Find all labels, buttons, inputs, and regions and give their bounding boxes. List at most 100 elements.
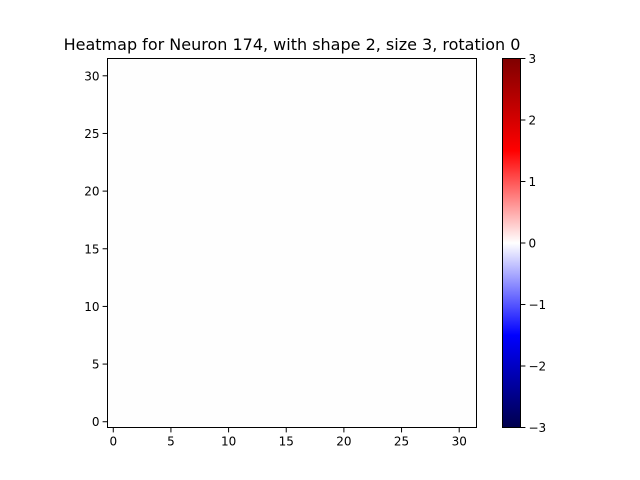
heatmap-cell xyxy=(430,81,443,94)
heatmap-cell xyxy=(384,127,397,140)
heatmap-cell xyxy=(165,335,177,348)
heatmap-cell xyxy=(119,162,131,175)
heatmap-cell xyxy=(361,185,374,198)
colorbar-tick-label: −3 xyxy=(529,421,547,435)
heatmap-cell xyxy=(257,381,270,394)
heatmap-cell xyxy=(453,127,466,140)
x-tick-label: 15 xyxy=(279,435,294,449)
heatmap-cell xyxy=(280,58,293,71)
heatmap-cell xyxy=(292,415,304,428)
heatmap-cell xyxy=(107,254,120,267)
heatmap-cell xyxy=(315,300,327,313)
heatmap-cell xyxy=(234,243,247,255)
heatmap-cell xyxy=(268,70,281,82)
heatmap-cell xyxy=(326,415,339,428)
heatmap-cell xyxy=(199,196,212,209)
heatmap-cell xyxy=(165,116,177,128)
heatmap-cell xyxy=(407,404,420,417)
heatmap-cell xyxy=(384,173,397,186)
heatmap-cell xyxy=(199,300,212,313)
heatmap-cell xyxy=(199,335,212,348)
heatmap-cell xyxy=(234,116,247,128)
heatmap-cell xyxy=(418,289,431,301)
heatmap-cell xyxy=(142,104,154,117)
heatmap-cell xyxy=(441,254,454,267)
heatmap-cell xyxy=(234,335,247,348)
heatmap-cell xyxy=(153,208,166,221)
heatmap-cell xyxy=(338,300,350,313)
heatmap-cell xyxy=(165,196,177,209)
heatmap-cell xyxy=(349,346,362,359)
heatmap-cell xyxy=(292,323,304,336)
heatmap-cell xyxy=(257,277,270,290)
heatmap-cell xyxy=(315,277,327,290)
heatmap-cell xyxy=(130,231,143,244)
heatmap-cell xyxy=(222,300,235,313)
heatmap-cell xyxy=(303,139,316,152)
heatmap-cell xyxy=(372,404,385,417)
heatmap-cell xyxy=(407,231,420,244)
heatmap-cell xyxy=(176,358,189,371)
heatmap-cell xyxy=(292,231,304,244)
heatmap-cell xyxy=(395,185,408,198)
heatmap-cell xyxy=(292,300,304,313)
heatmap-cell xyxy=(107,58,120,71)
heatmap-cell xyxy=(107,312,120,325)
heatmap-cell xyxy=(165,323,177,336)
heatmap-cell xyxy=(372,139,385,152)
heatmap-cell xyxy=(292,185,304,198)
heatmap-cell xyxy=(361,404,374,417)
heatmap-cell xyxy=(430,300,443,313)
heatmap-cell xyxy=(407,277,420,290)
heatmap-cell xyxy=(107,104,120,117)
heatmap-cell xyxy=(372,243,385,255)
heatmap-cell xyxy=(153,93,166,105)
heatmap-cell xyxy=(257,369,270,382)
x-tick-label: 30 xyxy=(452,435,467,449)
heatmap-cell xyxy=(199,369,212,382)
heatmap-cell xyxy=(407,150,420,163)
heatmap-cell xyxy=(153,104,166,117)
heatmap-cell xyxy=(292,81,304,94)
heatmap-cell xyxy=(257,185,270,198)
heatmap-cell xyxy=(199,358,212,371)
heatmap-cell xyxy=(418,335,431,348)
heatmap-cell xyxy=(349,404,362,417)
heatmap-cell xyxy=(338,81,350,94)
heatmap-cell xyxy=(441,185,454,198)
heatmap-cell xyxy=(407,219,420,232)
heatmap-cell xyxy=(176,139,189,152)
heatmap-cell xyxy=(372,150,385,163)
heatmap-cell xyxy=(384,185,397,198)
heatmap-cell xyxy=(257,358,270,371)
heatmap-cell xyxy=(280,254,293,267)
heatmap-cell xyxy=(395,116,408,128)
heatmap-cell xyxy=(372,208,385,221)
heatmap-cell xyxy=(142,70,154,82)
heatmap-cell xyxy=(441,266,454,278)
heatmap-cell xyxy=(303,300,316,313)
heatmap-cell xyxy=(303,127,316,140)
heatmap-cell xyxy=(211,277,224,290)
heatmap-cell xyxy=(292,127,304,140)
heatmap-cell xyxy=(119,266,131,278)
heatmap-cell xyxy=(326,346,339,359)
heatmap-cell xyxy=(280,289,293,301)
heatmap-cell xyxy=(395,392,408,405)
heatmap-cell xyxy=(418,162,431,175)
x-tick-label: 5 xyxy=(167,435,175,449)
heatmap-cell xyxy=(315,415,327,428)
heatmap-cell xyxy=(315,335,327,348)
y-axis: 0 5 10 15 20 25 30 xyxy=(84,69,108,429)
heatmap-cell xyxy=(326,266,339,278)
heatmap-cell xyxy=(303,312,316,325)
heatmap-cell xyxy=(326,116,339,128)
heatmap-cell xyxy=(107,335,120,348)
heatmap-cell xyxy=(395,150,408,163)
heatmap-cell xyxy=(441,139,454,152)
heatmap-cell xyxy=(222,392,235,405)
heatmap-cell xyxy=(222,335,235,348)
heatmap-cell xyxy=(176,312,189,325)
heatmap-cell xyxy=(338,185,350,198)
heatmap-cell xyxy=(188,300,201,313)
